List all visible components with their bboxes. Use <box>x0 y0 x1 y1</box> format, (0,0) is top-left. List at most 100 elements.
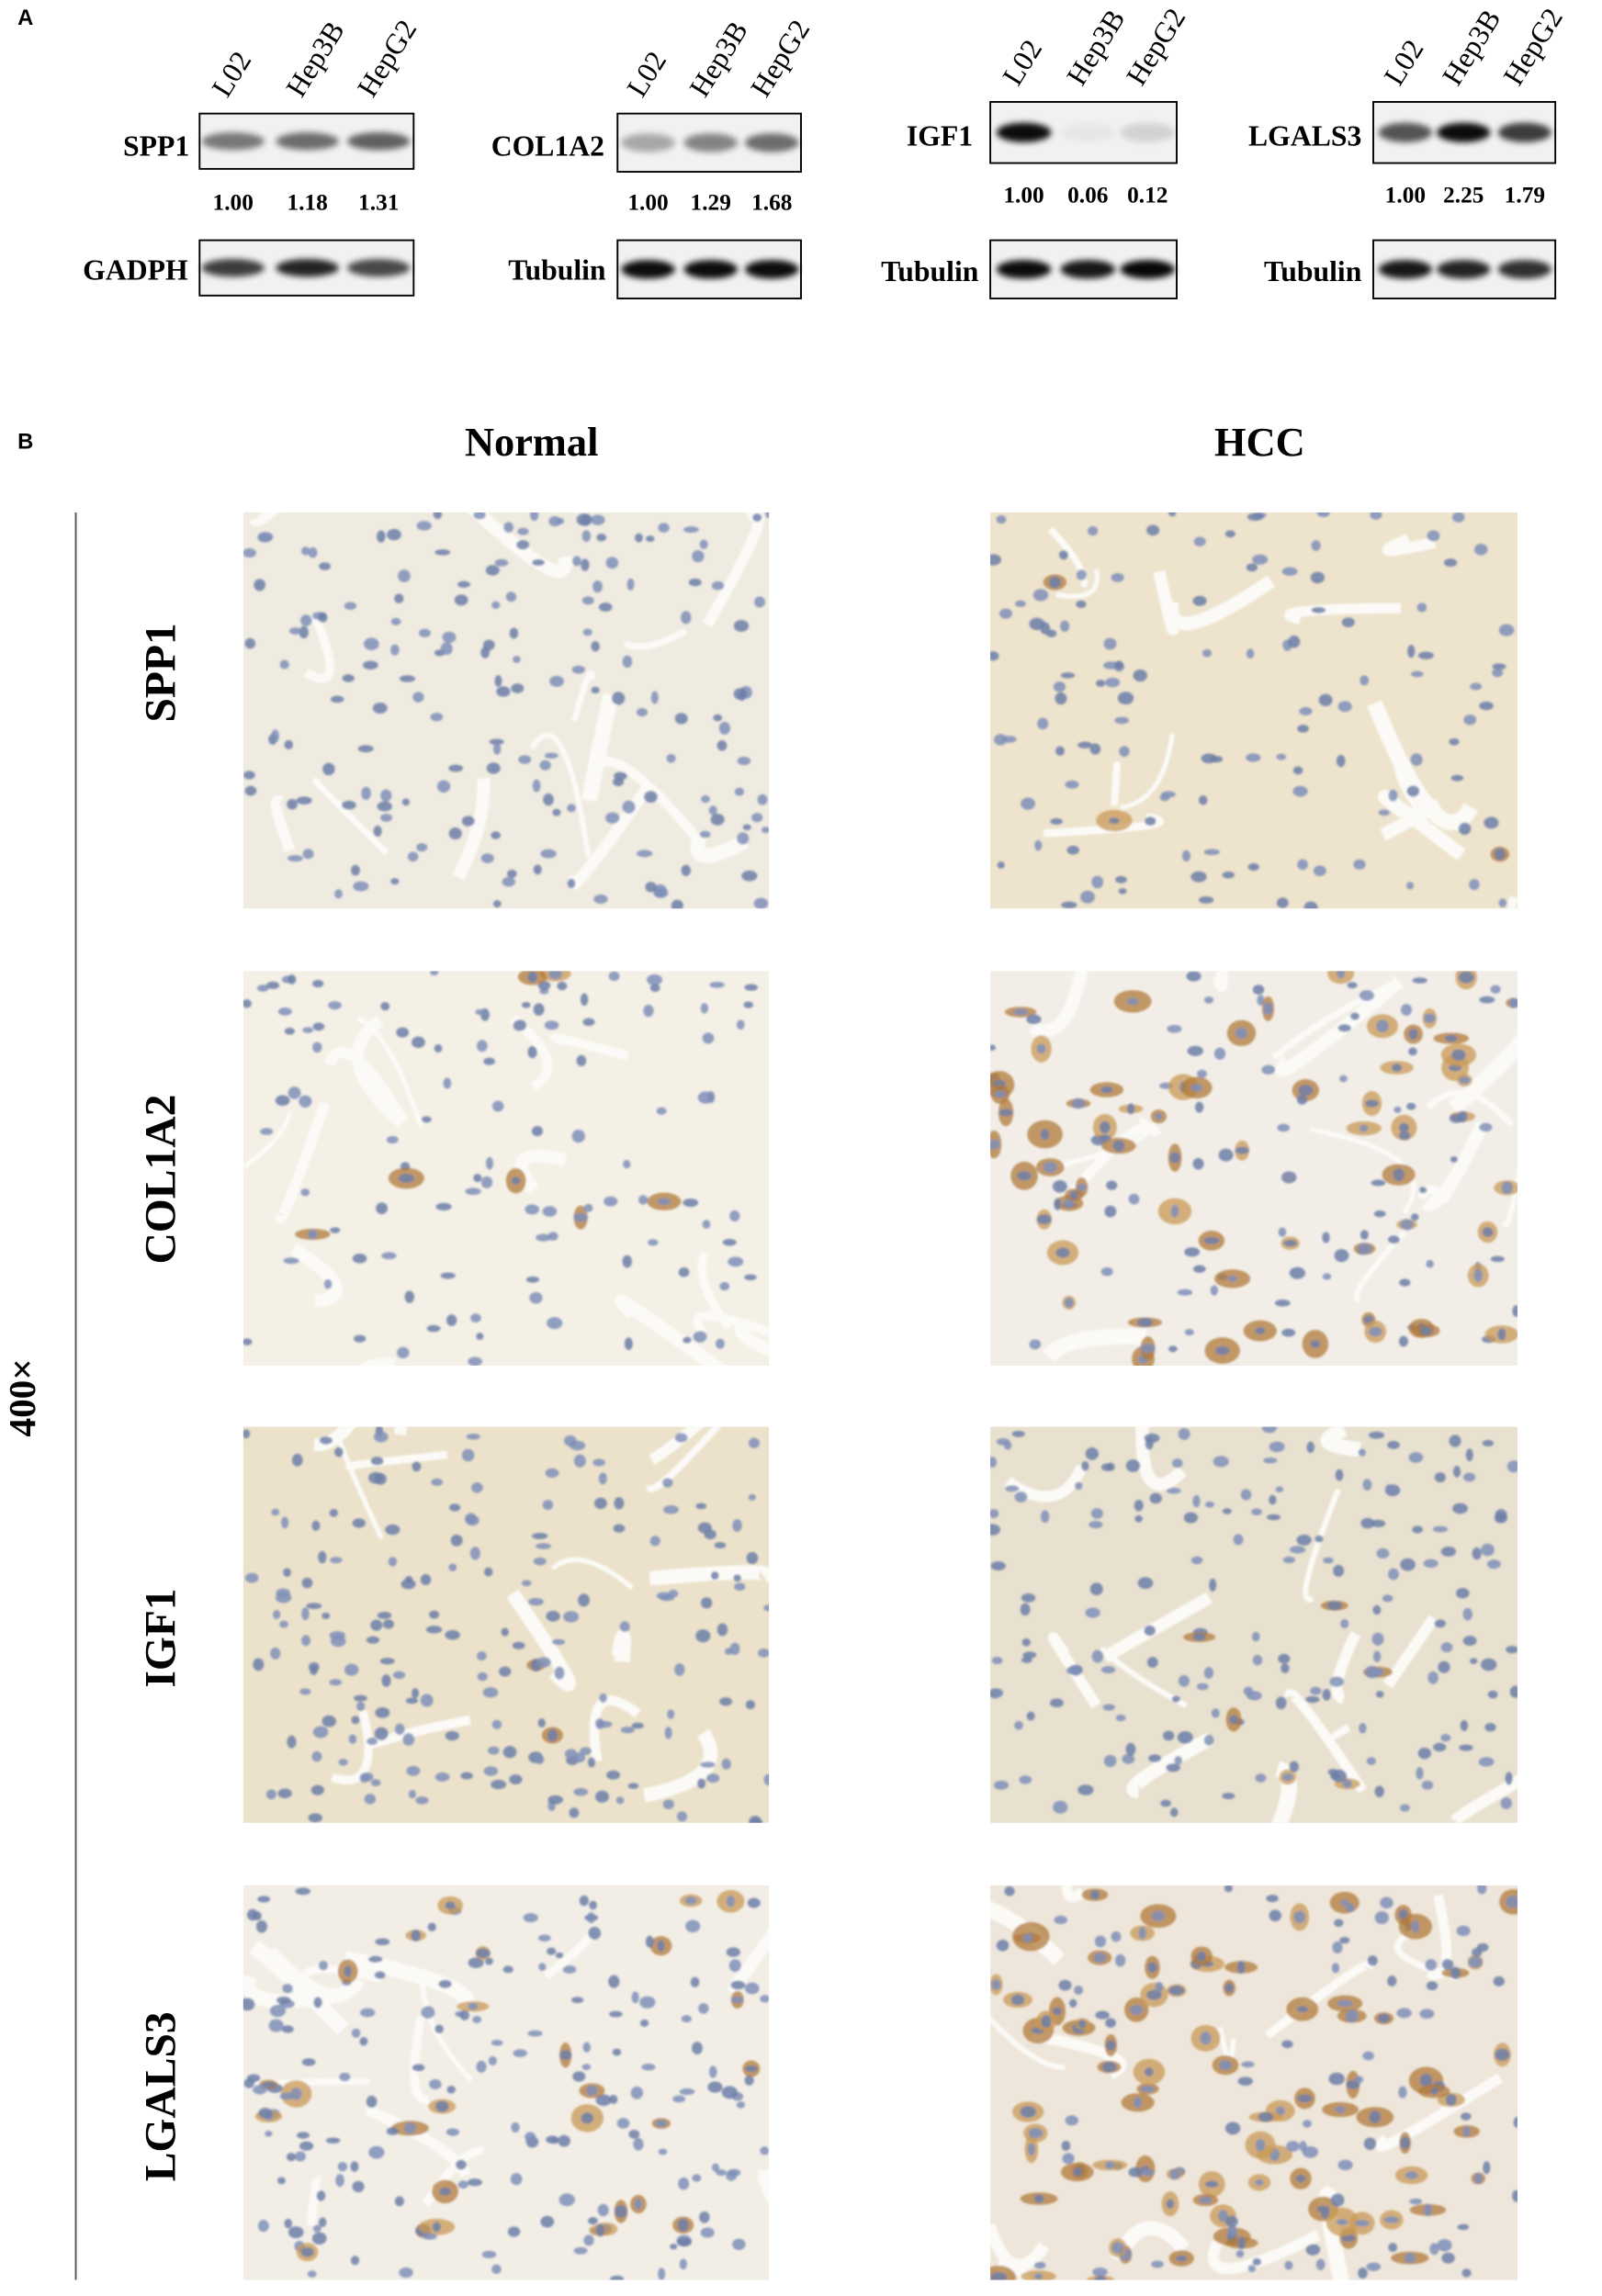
nucleus <box>609 2010 623 2018</box>
nucleus <box>650 691 659 704</box>
nucleus <box>1342 1779 1352 1788</box>
nucleus <box>461 1448 475 1462</box>
nucleus <box>265 1789 276 1800</box>
nucleus <box>472 2015 482 2023</box>
nucleus <box>1227 2225 1237 2237</box>
tissue-fiber <box>611 1629 632 1662</box>
nucleus <box>1445 2094 1457 2106</box>
nucleus <box>592 1458 605 1467</box>
nucleus <box>1101 1463 1112 1471</box>
nucleus <box>1472 1947 1483 1957</box>
blot-band <box>1437 122 1491 142</box>
nucleus <box>1148 1754 1162 1762</box>
magnification: 400× <box>1 1358 43 1436</box>
nucleus <box>679 2088 695 2096</box>
tissue-fiber <box>549 1033 629 1061</box>
nucleus <box>491 2040 503 2046</box>
nucleus <box>1255 2179 1264 2186</box>
nucleus <box>1036 1043 1046 1054</box>
nucleus <box>1429 2243 1439 2256</box>
nucleus <box>1506 1460 1517 1473</box>
nucleus <box>1184 1329 1194 1336</box>
nucleus <box>312 2224 322 2233</box>
nucleus <box>1186 971 1202 982</box>
panel-label: A <box>17 6 33 30</box>
nucleus <box>1452 1503 1469 1514</box>
nucleus <box>532 558 545 567</box>
nucleus <box>1303 2120 1312 2128</box>
nucleus <box>997 861 1005 869</box>
nucleus <box>1128 2167 1144 2178</box>
nucleus <box>457 2180 468 2189</box>
nucleus <box>744 1274 757 1281</box>
tissue-fiber <box>1070 1122 1162 1194</box>
lane-label: L02 <box>996 34 1048 91</box>
nucleus <box>476 1650 487 1661</box>
nucleus <box>1461 2268 1472 2278</box>
nucleus <box>536 1543 551 1549</box>
nucleus <box>527 971 537 983</box>
nucleus <box>1297 725 1309 733</box>
nucleus <box>465 1513 477 1525</box>
tissue-fiber <box>690 831 750 863</box>
nucleus <box>1261 1426 1278 1434</box>
nucleus <box>657 1940 665 1952</box>
nucleus <box>308 1813 322 1823</box>
tissue-fiber <box>1450 1774 1517 1823</box>
nucleus <box>527 2030 543 2037</box>
nucleus <box>663 1504 679 1514</box>
nucleus <box>511 1176 521 1185</box>
nucleus <box>547 1728 558 1742</box>
nucleus <box>273 1610 281 1620</box>
nucleus <box>454 594 468 606</box>
tissue-fiber <box>1506 895 1517 909</box>
nucleus <box>583 1203 593 1212</box>
nucleus <box>468 2002 479 2010</box>
nucleus <box>1105 2018 1116 2028</box>
nucleus <box>726 2170 738 2181</box>
nucleus <box>1073 2167 1082 2178</box>
nucleus <box>255 1919 267 1933</box>
nucleus <box>448 827 462 840</box>
nucleus <box>322 1612 331 1620</box>
tissue-fiber <box>306 2172 322 2226</box>
nucleus <box>342 674 355 682</box>
nucleus <box>1289 1761 1299 1773</box>
nucleus <box>329 1631 345 1640</box>
nucleus <box>412 1688 420 1699</box>
nucleus <box>730 1980 746 1990</box>
nucleus <box>1032 589 1049 602</box>
nucleus <box>709 982 725 988</box>
nucleus <box>1055 746 1066 756</box>
nucleus <box>1181 850 1191 862</box>
nucleus <box>685 1919 701 1933</box>
nucleus <box>1392 1064 1403 1072</box>
nucleus <box>1192 1494 1201 1508</box>
nucleus <box>1055 692 1067 705</box>
nucleus <box>1211 1708 1220 1718</box>
nucleus <box>1247 2265 1257 2272</box>
nucleus <box>394 2196 404 2207</box>
lane-label: Hep3B <box>1060 4 1131 91</box>
nucleus <box>1074 1481 1083 1491</box>
nucleus <box>1055 1247 1070 1258</box>
tissue-fiber <box>249 1940 349 2035</box>
tissue-fiber <box>270 794 296 852</box>
nucleus <box>554 1666 565 1680</box>
nucleus <box>325 2137 341 2144</box>
nucleus <box>742 824 751 831</box>
nucleus <box>582 2042 591 2053</box>
nucleus <box>558 2134 570 2147</box>
blot-band <box>1437 260 1491 279</box>
nucleus <box>994 1688 1004 1697</box>
nucleus <box>1334 1249 1349 1263</box>
nucleus <box>1286 2141 1300 2152</box>
nucleus <box>1314 1535 1324 1543</box>
nucleus <box>1297 859 1308 871</box>
nucleus <box>1266 1514 1281 1521</box>
tissue-fiber <box>1111 760 1121 806</box>
nucleus <box>1094 1935 1107 1948</box>
nucleus <box>1241 2061 1255 2068</box>
blot-band <box>1060 122 1116 142</box>
